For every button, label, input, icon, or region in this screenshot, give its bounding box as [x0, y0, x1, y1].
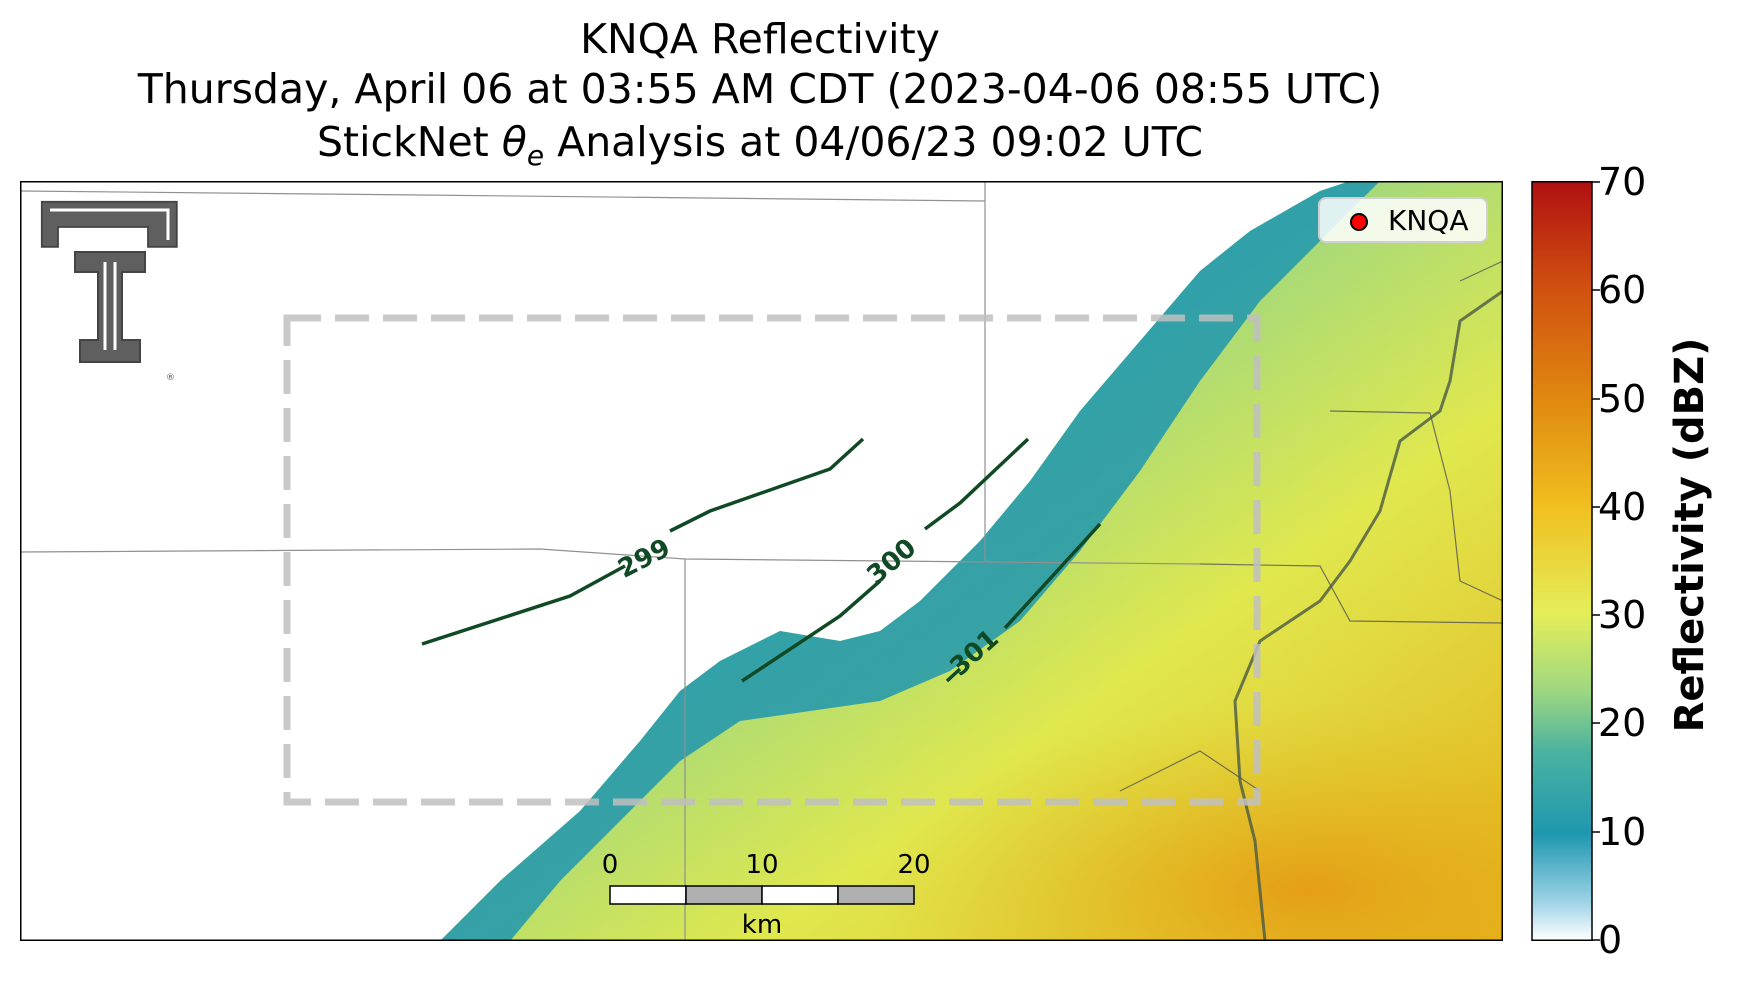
legend: KNQA — [1318, 197, 1488, 243]
legend-label: KNQA — [1388, 204, 1469, 237]
theta-e-contours — [421, 437, 1102, 683]
colorbar-tick-40: 40 — [1598, 485, 1647, 529]
colorbar-tick-20: 20 — [1598, 701, 1647, 745]
scale-bar — [609, 885, 915, 905]
radar-map: 299 300 301 — [20, 181, 1503, 941]
scale-bar-tick-20: 20 — [897, 850, 931, 880]
colorbar-label: Reflectivity (dBZ) — [1667, 337, 1713, 733]
map-frame — [20, 181, 1503, 941]
title-line-1: KNQA Reflectivity — [580, 15, 940, 63]
scale-bar-tick-0: 0 — [601, 850, 619, 880]
contour-299-line — [421, 437, 865, 646]
title-line-2: Thursday, April 06 at 03:55 AM CDT (2023… — [137, 65, 1383, 113]
reflectivity-leading-edge — [440, 181, 1380, 941]
scale-bar-unit: km — [741, 910, 783, 940]
radar-site-marker — [1350, 213, 1368, 231]
colorbar-tick-50: 50 — [1598, 377, 1647, 421]
scale-bar-tick-10: 10 — [745, 850, 779, 880]
colorbar-tick-10: 10 — [1598, 810, 1647, 854]
highway — [1233, 289, 1503, 941]
analysis-domain-box — [283, 314, 1261, 806]
colorbar-tick-70: 70 — [1598, 160, 1647, 204]
title-line-3: StickNet θe Analysis at 04/06/23 09:02 U… — [317, 118, 1203, 173]
contour-301-line — [945, 522, 1102, 683]
colorbar-tick-0: 0 — [1598, 918, 1623, 962]
colorbar-tick-60: 60 — [1598, 268, 1647, 312]
svg-text:®: ® — [166, 373, 175, 380]
contour-300-line — [741, 437, 1030, 683]
reflectivity-core — [720, 601, 1503, 941]
boundaries — [20, 181, 1201, 941]
colorbar-tick-30: 30 — [1598, 593, 1647, 637]
texas-tech-double-t-logo: ® — [40, 200, 178, 380]
colorbar — [1531, 181, 1600, 941]
